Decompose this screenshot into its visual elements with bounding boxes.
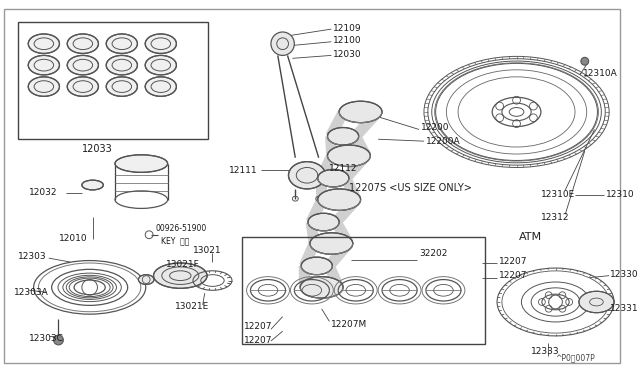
Ellipse shape: [67, 77, 99, 96]
Text: 12312: 12312: [541, 213, 570, 222]
Text: 12303A: 12303A: [13, 288, 49, 297]
Text: 12310: 12310: [606, 190, 635, 199]
Text: KEY  キー: KEY キー: [161, 236, 189, 245]
Ellipse shape: [138, 275, 154, 285]
Ellipse shape: [145, 55, 177, 75]
Text: 12207: 12207: [499, 271, 527, 280]
Ellipse shape: [339, 101, 382, 123]
Text: 12109: 12109: [333, 23, 362, 33]
Text: 12100: 12100: [333, 36, 362, 45]
Text: 12010: 12010: [58, 234, 87, 243]
Circle shape: [271, 32, 294, 55]
Text: 12111: 12111: [229, 166, 258, 175]
Ellipse shape: [28, 34, 60, 54]
Text: 00926-51900: 00926-51900: [156, 224, 207, 233]
Text: 12207: 12207: [499, 257, 527, 266]
Text: 12331: 12331: [610, 304, 639, 313]
Ellipse shape: [308, 213, 339, 231]
Ellipse shape: [317, 189, 360, 210]
Text: 12207M: 12207M: [332, 320, 367, 329]
Bar: [242, 237, 485, 344]
Text: 12207: 12207: [244, 322, 272, 331]
Ellipse shape: [106, 34, 138, 54]
Ellipse shape: [317, 169, 349, 187]
Ellipse shape: [67, 55, 99, 75]
Ellipse shape: [301, 257, 332, 275]
Text: ^P0）007P: ^P0）007P: [556, 353, 595, 362]
Text: 12303: 12303: [17, 252, 46, 261]
Ellipse shape: [145, 77, 177, 96]
Text: 12303C: 12303C: [29, 334, 64, 343]
Ellipse shape: [300, 277, 343, 298]
Text: ATM: ATM: [518, 232, 541, 242]
Ellipse shape: [328, 145, 371, 167]
Circle shape: [54, 335, 63, 345]
Bar: [17, 22, 207, 139]
Ellipse shape: [289, 162, 326, 189]
Text: 12112: 12112: [330, 164, 358, 173]
Text: 13021E: 13021E: [175, 302, 210, 311]
Ellipse shape: [106, 77, 138, 96]
Text: 12207S <US SIZE ONLY>: 12207S <US SIZE ONLY>: [349, 183, 472, 193]
Text: 12207: 12207: [244, 336, 272, 346]
Text: 12032: 12032: [29, 188, 58, 197]
Ellipse shape: [328, 128, 358, 145]
Ellipse shape: [145, 34, 177, 54]
Circle shape: [581, 57, 589, 65]
Text: 12200A: 12200A: [426, 137, 461, 146]
Text: 12333: 12333: [531, 347, 560, 356]
Ellipse shape: [310, 233, 353, 254]
Text: 13021F: 13021F: [166, 260, 200, 269]
Ellipse shape: [82, 180, 103, 190]
Ellipse shape: [28, 77, 60, 96]
Ellipse shape: [106, 55, 138, 75]
Text: 12200: 12200: [421, 123, 449, 132]
Text: 12030: 12030: [333, 50, 362, 59]
Text: 12310A: 12310A: [583, 70, 618, 78]
Ellipse shape: [67, 34, 99, 54]
Ellipse shape: [115, 155, 168, 172]
Ellipse shape: [154, 263, 207, 288]
Text: 13021: 13021: [193, 246, 221, 255]
Text: 12330: 12330: [610, 270, 639, 279]
Text: 12310E: 12310E: [541, 190, 575, 199]
Text: 12033: 12033: [82, 144, 113, 154]
Ellipse shape: [28, 55, 60, 75]
Text: 32202: 32202: [419, 249, 447, 258]
Ellipse shape: [579, 291, 614, 313]
